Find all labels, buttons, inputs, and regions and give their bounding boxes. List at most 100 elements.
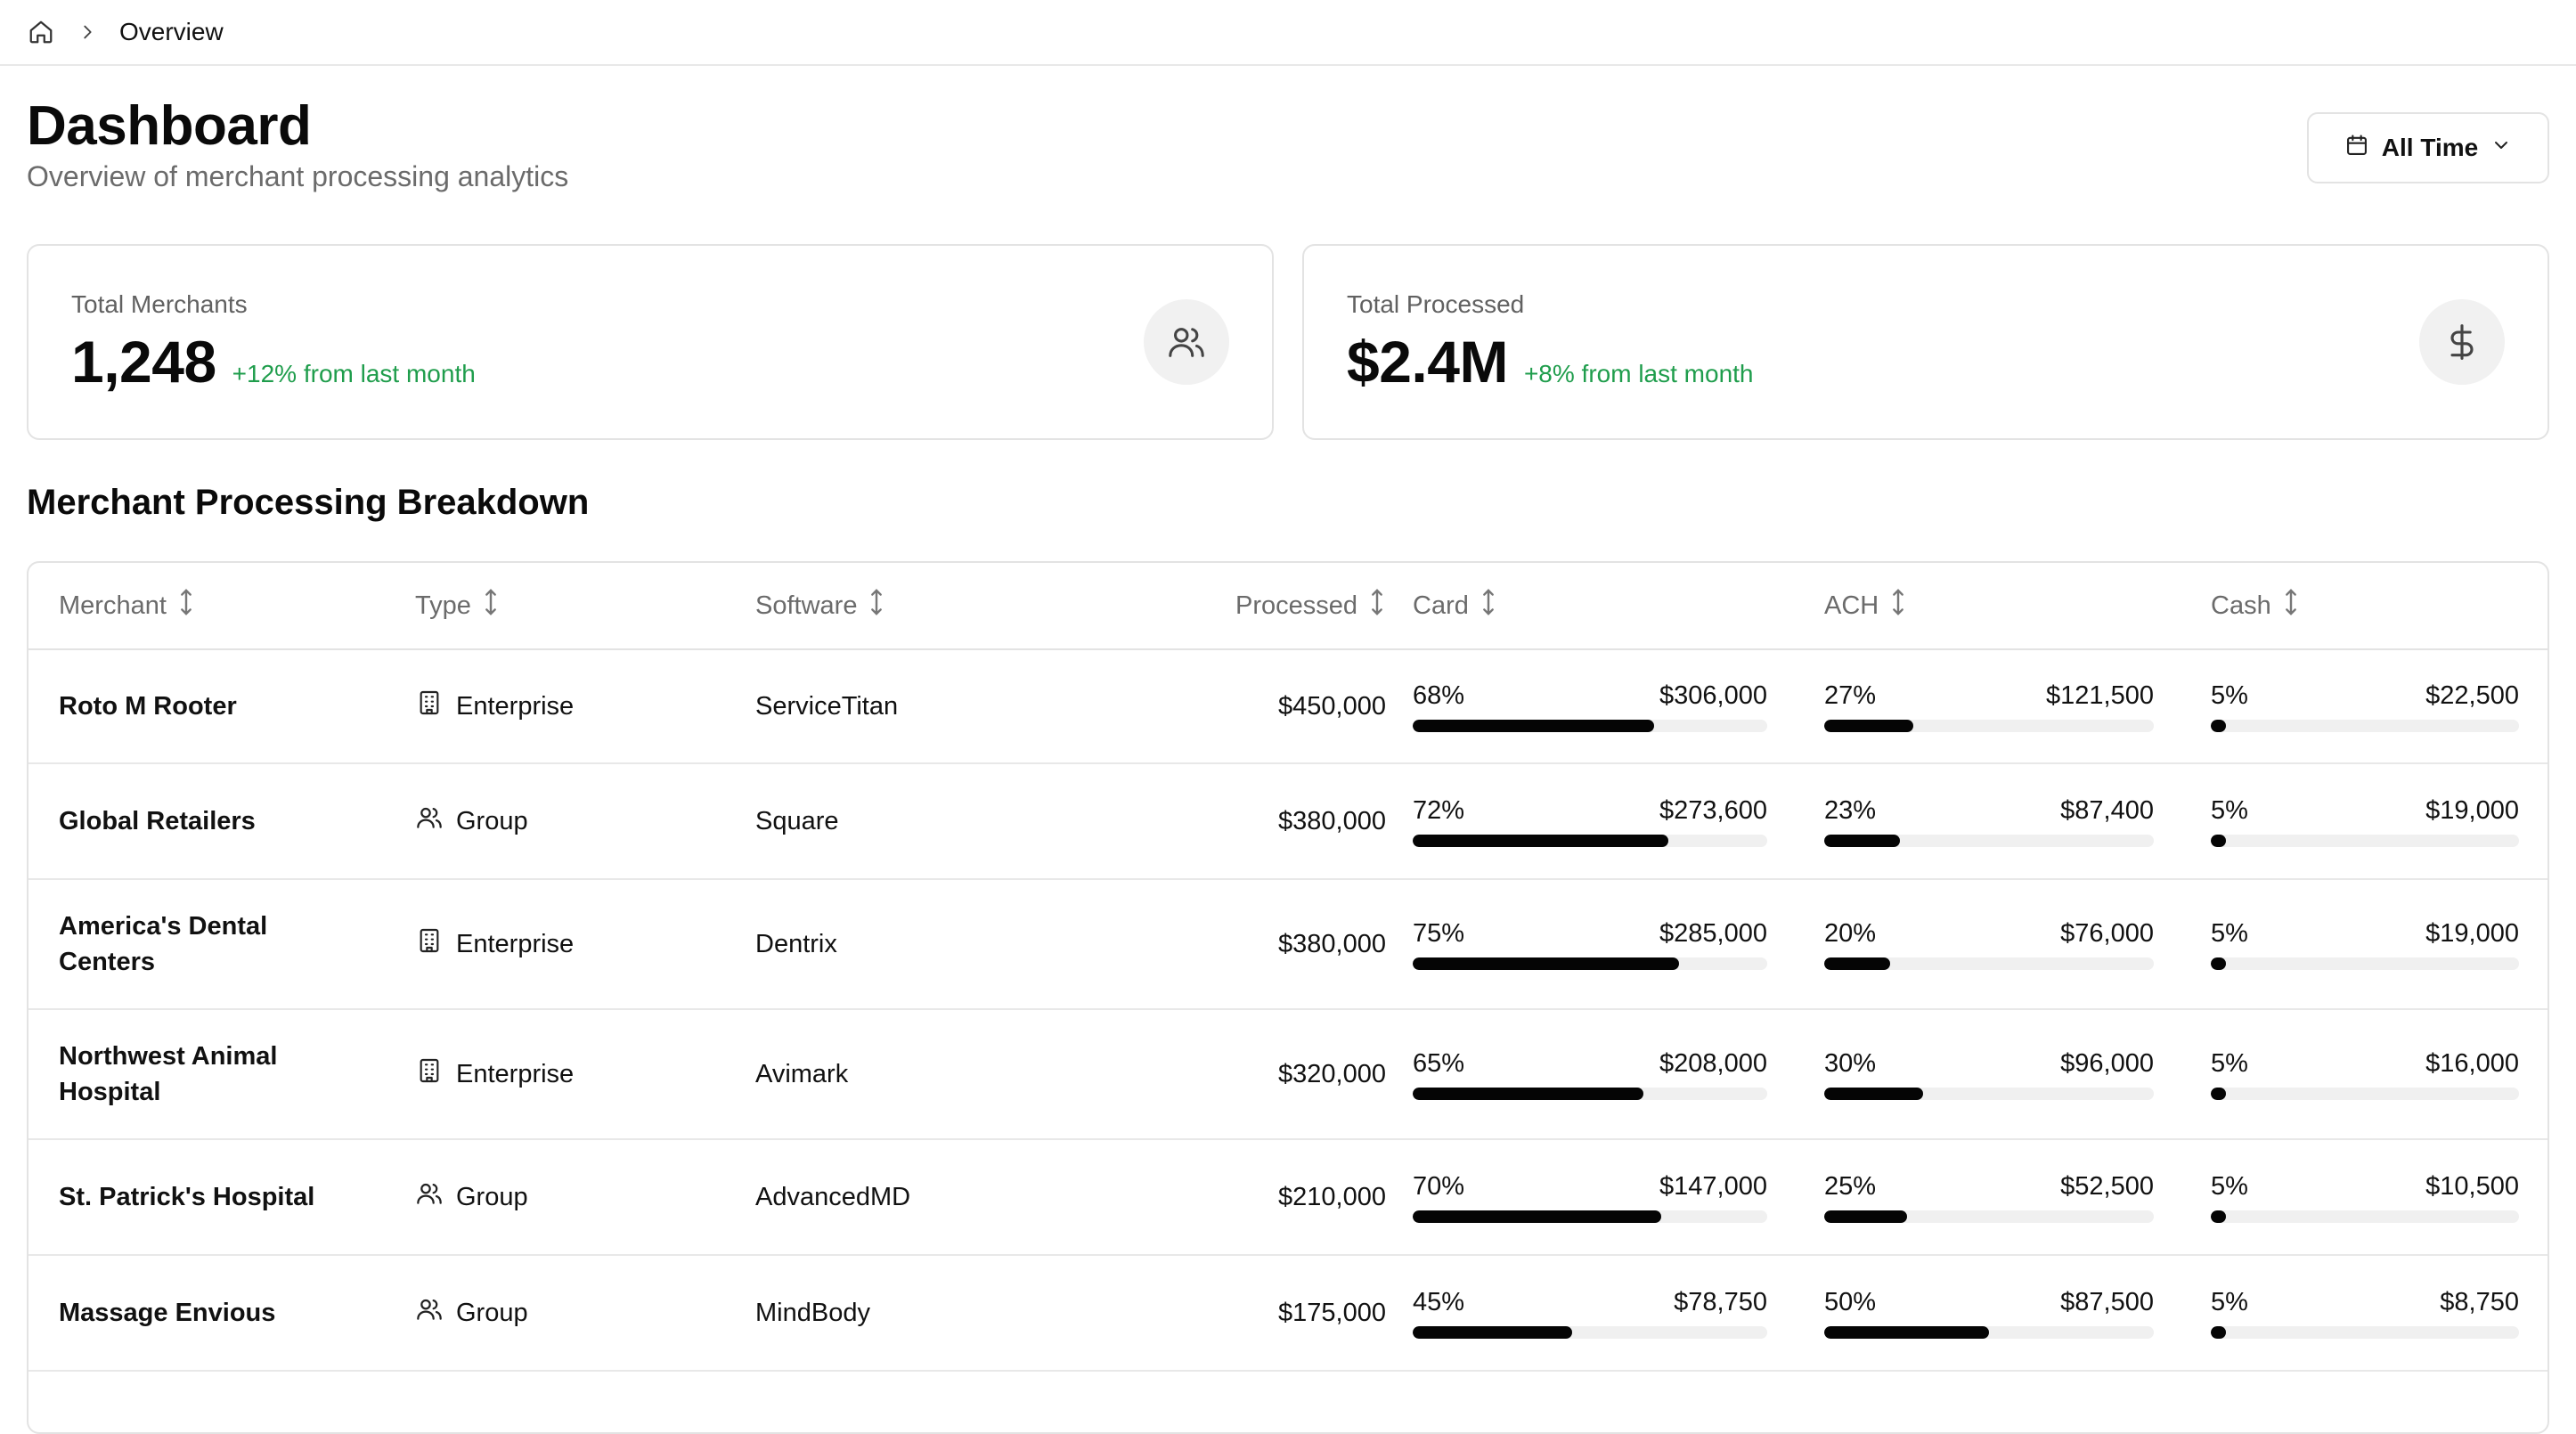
cash-percent: 5%: [2211, 795, 2248, 825]
column-label: Cash: [2211, 591, 2271, 620]
building-icon: [415, 688, 444, 724]
merchant-name: Global Retailers: [59, 807, 256, 835]
breadcrumb-current[interactable]: Overview: [119, 18, 224, 45]
card-amount: $285,000: [1659, 918, 1767, 948]
page-header: Dashboard Overview of merchant processin…: [27, 94, 2549, 201]
table-row[interactable]: Roto M Rooter Enterprise ServiceTitan $4…: [29, 650, 2547, 764]
cash-split: 5% $19,000: [2211, 880, 2519, 1008]
stat-delta: +12% from last month: [232, 360, 476, 387]
card-percent: 75%: [1413, 918, 1465, 948]
card-split: 70% $147,000: [1413, 1140, 1767, 1254]
column-header-cash[interactable]: Cash: [2211, 563, 2300, 648]
column-label: Processed: [1235, 591, 1357, 620]
column-header-processed[interactable]: Processed: [1097, 563, 1386, 648]
sort-icon: [1480, 589, 1497, 623]
cash-progress-bar: [2211, 719, 2519, 732]
merchant-software: AdvancedMD: [755, 1182, 911, 1211]
cash-split: 5% $19,000: [2211, 764, 2519, 878]
card-progress-fill: [1413, 1087, 1643, 1100]
card-progress-bar: [1413, 834, 1767, 847]
cash-amount: $19,000: [2425, 795, 2519, 825]
card-progress-fill: [1413, 957, 1679, 970]
cash-progress-fill: [2211, 1210, 2227, 1223]
ach-progress-bar: [1824, 719, 2154, 732]
ach-split: 50% $87,500: [1824, 1256, 2154, 1370]
chevron-down-icon: [2490, 134, 2512, 162]
ach-amount: $87,500: [2060, 1287, 2154, 1316]
ach-amount: $87,400: [2060, 795, 2154, 825]
ach-progress-fill: [1824, 719, 1913, 732]
table-row[interactable]: Massage Envious Group MindBody $175,000 …: [29, 1256, 2547, 1372]
cash-split: 5% $16,000: [2211, 1010, 2519, 1138]
section-title: Merchant Processing Breakdown: [27, 483, 590, 522]
cash-amount: $19,000: [2425, 918, 2519, 948]
cash-amount: $22,500: [2425, 680, 2519, 710]
ach-progress-fill: [1824, 1210, 1907, 1223]
column-header-card[interactable]: Card: [1413, 563, 1497, 648]
card-percent: 45%: [1413, 1287, 1465, 1316]
cash-percent: 5%: [2211, 1287, 2248, 1316]
merchant-name: Roto M Rooter: [59, 692, 237, 721]
stat-label: Total Processed: [1347, 290, 1525, 318]
stat-card-total-processed: Total Processed $2.4M +8% from last mont…: [1302, 244, 2549, 440]
merchant-processed: $175,000: [1278, 1298, 1386, 1327]
card-amount: $208,000: [1659, 1048, 1767, 1078]
column-header-software[interactable]: Software: [755, 563, 885, 648]
cash-progress-fill: [2211, 1325, 2227, 1339]
card-progress-bar: [1413, 719, 1767, 732]
card-progress-fill: [1413, 1325, 1573, 1339]
merchant-software: Avimark: [755, 1059, 849, 1088]
card-progress-bar: [1413, 1210, 1767, 1223]
column-label: Card: [1413, 591, 1469, 620]
stat-card-total-merchants: Total Merchants 1,248 +12% from last mon…: [27, 244, 1274, 440]
column-header-merchant[interactable]: Merchant: [59, 563, 195, 648]
users-icon: [415, 1179, 444, 1215]
cash-amount: $8,750: [2440, 1287, 2519, 1316]
ach-percent: 23%: [1824, 795, 1877, 825]
ach-progress-bar: [1824, 834, 2154, 847]
table-row[interactable]: Northwest Animal Hospital Enterprise Avi…: [29, 1010, 2547, 1140]
card-amount: $147,000: [1659, 1171, 1767, 1201]
table-row[interactable]: St. Patrick's Hospital Group AdvancedMD …: [29, 1140, 2547, 1256]
sort-icon: [868, 589, 885, 623]
card-percent: 72%: [1413, 795, 1465, 825]
home-icon[interactable]: [27, 18, 55, 46]
table-header: Merchant Type Software Processed Card AC…: [29, 563, 2547, 650]
column-header-type[interactable]: Type: [415, 563, 500, 648]
column-label: Merchant: [59, 591, 167, 620]
merchant-software: MindBody: [755, 1298, 870, 1327]
page-subtitle: Overview of merchant processing analytic…: [27, 160, 569, 192]
ach-amount: $96,000: [2060, 1048, 2154, 1078]
ach-percent: 30%: [1824, 1048, 1877, 1078]
column-header-ach[interactable]: ACH: [1824, 563, 1907, 648]
ach-split: 20% $76,000: [1824, 880, 2154, 1008]
merchant-name: Northwest Animal Hospital: [59, 1042, 278, 1106]
merchant-type-label: Group: [456, 806, 528, 835]
card-split: 75% $285,000: [1413, 880, 1767, 1008]
sort-icon: [177, 589, 195, 623]
cash-progress-fill: [2211, 834, 2227, 847]
building-icon: [415, 926, 444, 962]
table-row[interactable]: America's Dental Centers Enterprise Dent…: [29, 880, 2547, 1010]
merchant-processed: $210,000: [1278, 1182, 1386, 1211]
table-row[interactable]: Global Retailers Group Square $380,000 7…: [29, 764, 2547, 880]
card-percent: 68%: [1413, 680, 1465, 710]
cash-percent: 5%: [2211, 1048, 2248, 1078]
date-range-dropdown[interactable]: All Time: [2307, 112, 2549, 183]
ach-split: 30% $96,000: [1824, 1010, 2154, 1138]
merchant-software: ServiceTitan: [755, 691, 899, 721]
ach-progress-bar: [1824, 1210, 2154, 1223]
stat-cards: Total Merchants 1,248 +12% from last mon…: [27, 244, 2549, 440]
merchant-type: Enterprise: [415, 880, 574, 1008]
merchant-name: Massage Envious: [59, 1299, 276, 1327]
merchant-type-label: Enterprise: [456, 691, 575, 721]
breadcrumb: Overview: [0, 0, 2576, 66]
merchant-processed: $320,000: [1278, 1059, 1386, 1088]
chevron-right-icon: [75, 20, 100, 45]
merchant-type: Group: [415, 1140, 528, 1254]
card-progress-fill: [1413, 719, 1654, 732]
merchant-type-label: Enterprise: [456, 1059, 575, 1088]
merchant-type: Group: [415, 1256, 528, 1370]
card-progress-bar: [1413, 957, 1767, 970]
page-title: Dashboard: [27, 95, 312, 157]
